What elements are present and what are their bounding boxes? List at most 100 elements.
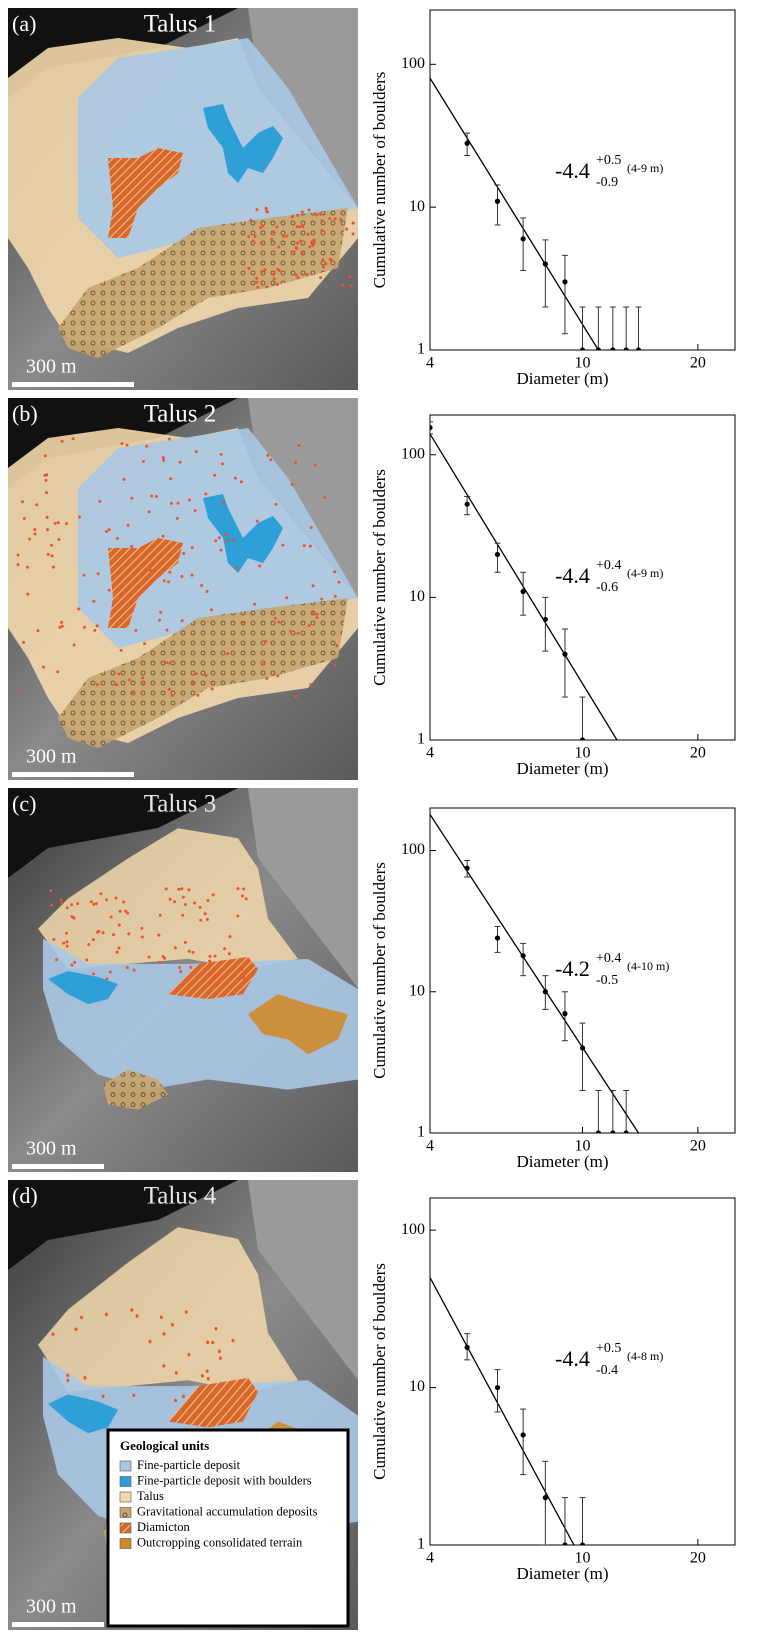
scale-label: 300 m	[26, 1138, 77, 1160]
boulder-dot	[285, 596, 289, 600]
boulder-dot	[241, 976, 245, 980]
data-point	[610, 1130, 616, 1133]
slope-value: -4.4	[555, 563, 590, 588]
plot-area	[430, 1277, 586, 1545]
legend-swatch	[119, 1491, 132, 1503]
data-point	[562, 279, 568, 285]
data-point	[610, 347, 616, 350]
boulder-dot	[296, 276, 300, 280]
scale-bar	[12, 772, 134, 777]
boulder-dot	[253, 602, 257, 606]
boulder-dot	[224, 532, 228, 536]
boulder-dot	[247, 267, 251, 271]
boulder-dot	[74, 1327, 78, 1332]
boulder-dot	[65, 944, 69, 948]
boulder-dot	[132, 968, 136, 972]
boulder-dot	[339, 218, 343, 222]
boulder-dot	[321, 265, 325, 269]
boulder-dot	[271, 272, 275, 276]
boulder-dot	[310, 611, 314, 615]
boulder-dot	[282, 235, 286, 239]
boulder-dot	[200, 1374, 204, 1378]
legend-label: Diamicton	[137, 1520, 191, 1534]
y-tick-label: 10	[409, 1378, 425, 1395]
boulder-dot	[264, 206, 268, 210]
boulder-dot	[73, 960, 77, 964]
boulder-dot	[320, 228, 324, 232]
boulder-dot	[158, 618, 162, 622]
boulder-dot	[315, 213, 319, 217]
boulder-dot	[50, 903, 54, 907]
boulder-deposit	[203, 494, 283, 573]
map-title: Talus 4	[144, 1183, 217, 1210]
boulder-dot	[345, 227, 349, 231]
unit-shapes	[8, 38, 358, 358]
boulder-dot	[141, 460, 145, 464]
boulder-dot	[142, 682, 146, 686]
boulder-dot	[104, 1312, 108, 1317]
boulder-dot	[285, 234, 289, 238]
slope-value: -4.2	[555, 956, 590, 981]
boulder-dot	[281, 543, 285, 547]
boulder-dot	[306, 232, 310, 236]
boulder-dot	[26, 592, 30, 596]
boulder-dot	[294, 460, 298, 464]
boulder-dot	[299, 239, 303, 243]
data-point	[542, 616, 548, 623]
boulder-dot	[187, 1352, 191, 1357]
talus	[38, 1227, 298, 1393]
boulder-dot	[196, 693, 200, 697]
boulder-dot	[162, 1364, 166, 1368]
data-point	[494, 935, 501, 941]
data-point	[494, 1384, 501, 1391]
boulder-dot	[290, 482, 294, 486]
boulder-dot	[251, 239, 255, 243]
boulder-dot	[340, 283, 344, 287]
boulder-dot	[199, 918, 203, 922]
boulder-dot	[313, 463, 317, 467]
boulder-dot	[157, 933, 161, 937]
boulder-dot	[175, 516, 179, 520]
gravitational-deposit	[103, 1069, 168, 1110]
x-axis-label: Diameter (m)	[516, 759, 608, 778]
boulder-dot	[22, 517, 26, 521]
boulder-dot	[315, 616, 319, 620]
scale-bar	[12, 1164, 104, 1169]
scale-label: 300 m	[26, 746, 77, 768]
boulder-dot	[205, 589, 209, 593]
boulder-dot	[183, 903, 187, 907]
slope-plus: +0.5	[596, 1341, 621, 1356]
boulder-dot	[206, 1376, 210, 1381]
boulder-dot	[307, 624, 311, 628]
boulder-dot	[59, 898, 63, 902]
boulder-dot	[213, 473, 217, 477]
boulder-dot	[161, 534, 165, 538]
boulder-dot	[51, 1332, 55, 1337]
boulder-dot	[158, 913, 162, 917]
data-point	[520, 236, 526, 242]
boulder-dot	[33, 527, 37, 531]
boulder-dot	[227, 952, 231, 956]
boulder-dot	[259, 226, 263, 230]
data-point	[562, 1542, 568, 1545]
boulder-dot	[36, 629, 40, 633]
boulder-dot	[305, 272, 309, 276]
boulder-dot	[219, 548, 223, 552]
boulder-dot	[162, 458, 166, 462]
boulder-dot	[80, 1315, 84, 1320]
boulder-dot	[275, 283, 279, 287]
boulder-dot	[276, 267, 280, 271]
boulder-dot	[255, 519, 259, 523]
slope-minus: -0.5	[596, 973, 618, 988]
boulder-dot	[141, 676, 145, 680]
boulder-dot	[211, 893, 215, 897]
plot-frame	[429, 1197, 736, 1546]
boulder-dot	[212, 976, 216, 980]
unit-shapes	[8, 428, 358, 748]
boulder-dot	[277, 245, 281, 249]
boulder-dot	[296, 213, 300, 217]
boulder-dot	[60, 620, 64, 624]
boulder-dot	[161, 456, 165, 460]
boulder-dot	[119, 648, 123, 652]
boulder-deposit	[203, 104, 283, 183]
